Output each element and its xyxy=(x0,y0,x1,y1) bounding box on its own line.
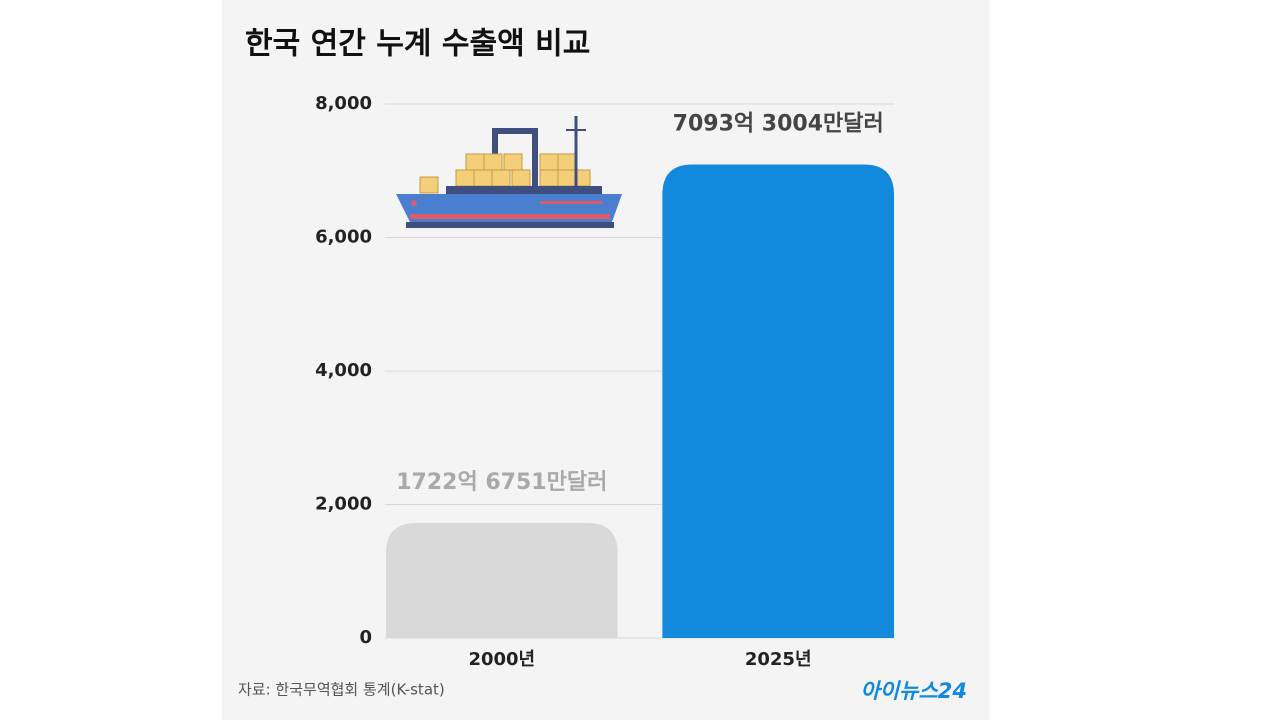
value-label: 1722억 6751만달러 xyxy=(396,470,607,495)
ship-icon xyxy=(396,116,622,228)
y-tick-label: 4,000 xyxy=(315,360,372,381)
y-tick-label: 6,000 xyxy=(315,227,372,248)
value-label: 7093억 3004만달러 xyxy=(673,112,884,137)
bar xyxy=(662,164,894,638)
source-note: 자료: 한국무역협회 통계(K-stat) xyxy=(238,681,445,699)
y-tick-label: 8,000 xyxy=(315,93,372,114)
bar xyxy=(386,523,618,638)
y-tick-label: 2,000 xyxy=(315,494,372,515)
x-tick-label: 2000년 xyxy=(468,649,535,670)
chart-title: 한국 연간 누계 수출액 비교 xyxy=(245,27,590,62)
logo: 아이뉴스24 xyxy=(860,679,967,703)
x-tick-label: 2025년 xyxy=(745,649,812,670)
y-tick-label: 0 xyxy=(359,627,372,648)
